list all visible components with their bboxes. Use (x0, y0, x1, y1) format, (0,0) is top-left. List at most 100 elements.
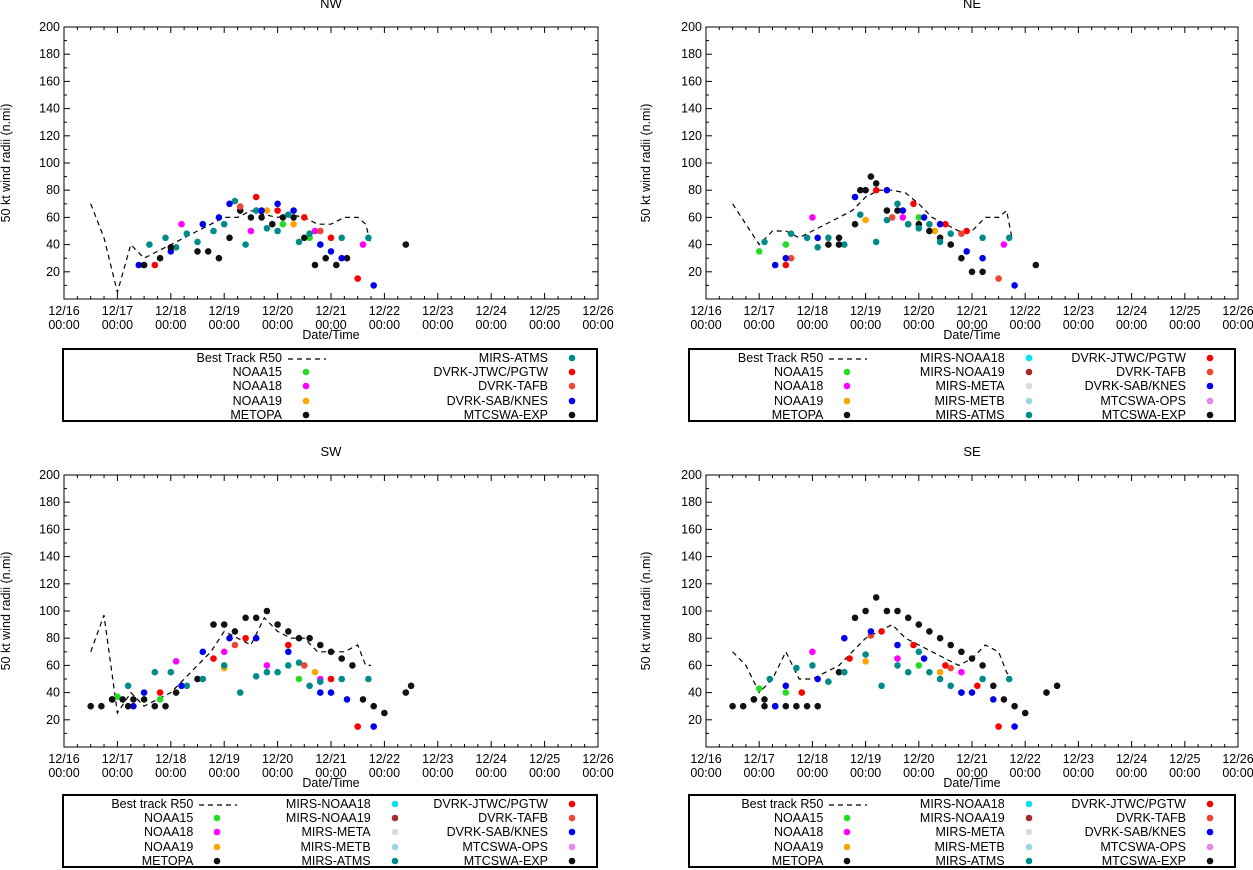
legend-item-mirs-meta: MIRS-META (871, 825, 1052, 839)
legend-dot (1206, 800, 1214, 808)
legend-item-mirs-noaa18: MIRS-NOAA18 (871, 351, 1052, 365)
point-metopa (306, 634, 313, 642)
legend-label: NOAA19 (143, 839, 194, 854)
point-mirs-atms (252, 673, 260, 680)
legend-dot (1206, 354, 1214, 362)
point-metopa (119, 696, 126, 703)
point-metopa (862, 186, 869, 194)
point-dvrk-sab-knes (317, 241, 324, 248)
x-tick-label-time: 00:00 (102, 766, 133, 780)
legend-label: DVRK-JTWC/PGTW (433, 365, 548, 380)
point-dvrk-sab-knes (199, 220, 207, 228)
x-tick-label-time: 00:00 (744, 766, 775, 780)
x-tick-label-time: 00:00 (582, 766, 613, 780)
legend-label: DVRK-SAB/KNES (1084, 825, 1186, 840)
legend-item-dvrk-sab-knes: DVRK-SAB/KNES (419, 825, 596, 839)
chart-nw: NW 50 kt wind radii (n.mi) Date/Time 20 40 60… (0, 0, 614, 342)
legend-dot (844, 814, 851, 822)
legend-dot-symbol (391, 800, 398, 808)
point-mirs-atms (766, 675, 774, 683)
legend-label: MTCSWA-EXP (463, 407, 548, 422)
point-mirs-atms (167, 668, 175, 676)
legend-dot (1025, 857, 1032, 865)
point-mirs-atms (926, 220, 933, 228)
legend-dot-symbol (1025, 397, 1032, 404)
point-mirs-atms (236, 689, 244, 696)
x-tick-label-date: 12/18 (797, 304, 828, 318)
legend-dot (568, 368, 576, 376)
point-metopa (226, 234, 233, 242)
y-tick-label: 140 (39, 102, 60, 116)
point-metopa (883, 207, 891, 214)
point-metopa (194, 675, 201, 683)
point-dvrk-sab-knes (920, 214, 928, 221)
point-noaa15 (915, 662, 923, 669)
point-metopa (87, 702, 94, 710)
legend-label: Best track R50 (741, 797, 824, 811)
point-mirs-atms (894, 662, 901, 669)
point-metopa (1021, 709, 1029, 717)
legend-item-best-track-r50: Best Track R50 (690, 351, 871, 365)
legend-item-noaa15: NOAA15 (64, 811, 241, 825)
point-mirs-atms (793, 664, 800, 672)
point-dvrk-sab-knes (920, 655, 928, 662)
point-mirs-atms (947, 230, 954, 237)
x-tick-label-time: 00:00 (369, 318, 400, 332)
point-dvrk-jtwc-pgtw (301, 214, 308, 221)
point-noaa18 (263, 662, 271, 669)
legend-dot (391, 829, 398, 836)
legend-se: Best track R50 NOAA15 NOAA18 NOAA19 METOPA MI… (688, 794, 1236, 868)
x-axis-label: Date/Time (302, 776, 359, 790)
point-dvrk-jtwc-pgtw (210, 655, 217, 662)
point-dvrk-sab-knes (252, 634, 260, 642)
legend-item-dvrk-tafb: DVRK-TAFB (419, 811, 596, 825)
legend-item-mtcswa-exp: MTCSWA-EXP (419, 854, 596, 868)
legend-label: Best Track R50 (196, 351, 282, 365)
y-axis-label: 50 kt wind radii (n.mi) (639, 104, 653, 223)
point-dvrk-sab-knes (327, 248, 335, 255)
point-dvrk-tafb (995, 275, 1002, 282)
point-mirs-atms (285, 662, 292, 669)
point-mtcswa-exp (108, 696, 116, 703)
point-dvrk-sab-knes (814, 675, 821, 683)
point-metopa (883, 607, 891, 615)
point-metopa (926, 628, 933, 635)
point-metopa (761, 696, 768, 703)
y-axis-label: 50 kt wind radii (n.mi) (0, 104, 13, 223)
x-tick-label-date: 12/16 (48, 752, 79, 766)
point-dvrk-sab-knes (990, 696, 997, 703)
panel-sw: SW 50 kt wind radii (n.mi) Date/Time 20 40 60… (0, 440, 626, 870)
x-tick-label-date: 12/17 (102, 304, 133, 318)
legend-item-mirs-metb: MIRS-METB (871, 840, 1052, 854)
point-dvrk-sab-knes (851, 193, 859, 201)
legend-label: DVRK-JTWC/PGTW (1071, 797, 1186, 811)
point-dvrk-sab-knes (226, 634, 233, 642)
legend-dot (568, 411, 576, 419)
legend-dot (302, 411, 310, 419)
point-metopa (285, 628, 292, 635)
point-mirs-atms (915, 225, 923, 232)
point-dvrk-sab-knes (199, 648, 207, 656)
x-tick-label-date: 12/21 (315, 304, 346, 318)
point-mtcswa-exp (867, 173, 875, 180)
x-tick-label-time: 00:00 (262, 318, 293, 332)
point-metopa (729, 702, 736, 710)
point-metopa (926, 227, 933, 235)
point-noaa15 (295, 675, 303, 683)
point-mirs-atms (231, 197, 239, 205)
legend-label: MIRS-ATMS (301, 853, 371, 868)
point-metopa (1053, 682, 1061, 690)
x-tick-label-time: 00:00 (315, 318, 346, 332)
point-metopa (370, 702, 378, 710)
legend-dot-symbol (844, 411, 851, 419)
legend-dot (844, 829, 851, 836)
legend-dot-symbol (302, 411, 310, 419)
point-metopa (979, 268, 986, 276)
point-metopa (407, 682, 415, 690)
legend-item-dvrk-tafb: DVRK-TAFB (1053, 811, 1234, 825)
point-mirs-atms (295, 238, 303, 246)
point-mirs-atms (814, 244, 821, 251)
point-metopa (263, 607, 271, 615)
point-dvrk-sab-knes (899, 207, 907, 214)
legend-label: MIRS-METB (934, 393, 1005, 408)
